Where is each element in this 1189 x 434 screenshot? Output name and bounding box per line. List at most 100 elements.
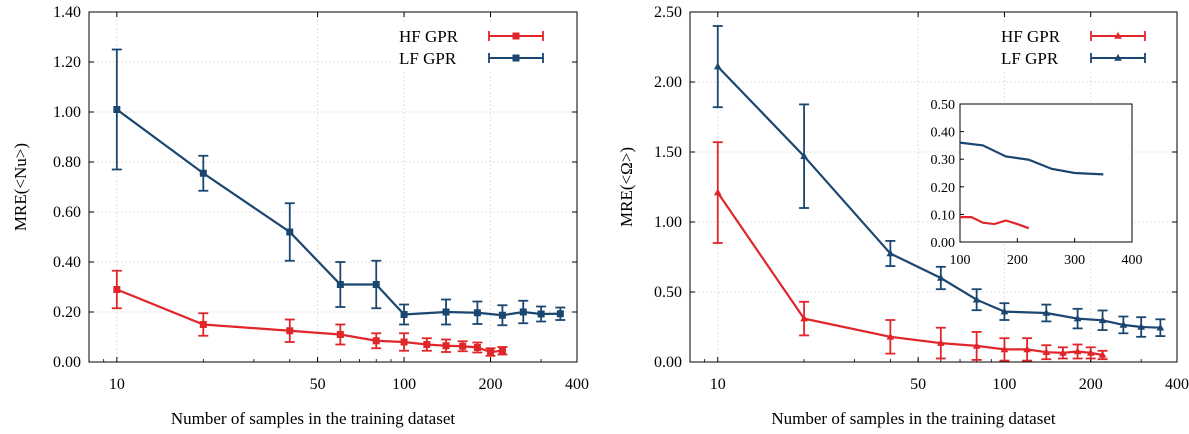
inset-y-tick-label: 0.50 <box>931 98 956 113</box>
x-tick-label: 200 <box>479 376 503 393</box>
inset-x-tick-label: 400 <box>1122 253 1143 268</box>
legend-box <box>995 22 1170 72</box>
data-point <box>713 188 722 196</box>
data-point <box>199 321 207 328</box>
data-point <box>800 152 808 159</box>
data-point <box>113 106 121 113</box>
data-point <box>459 342 467 350</box>
x-axis-label: Number of samples in the training datase… <box>771 409 1055 428</box>
data-point <box>372 337 380 345</box>
y-axis-label: MRE(<Nu>) <box>11 143 30 231</box>
data-point <box>1059 348 1067 356</box>
x-tick-label: 10 <box>710 376 726 393</box>
inset-y-tick-label: 0.30 <box>931 153 956 168</box>
data-point <box>1073 347 1082 355</box>
legend-marker <box>512 32 520 40</box>
y-tick-label: 1.00 <box>654 214 682 231</box>
legend-box <box>393 22 568 72</box>
data-point <box>537 310 545 318</box>
x-axis-label: Number of samples in the training datase… <box>171 409 455 428</box>
data-point <box>473 344 481 351</box>
data-point <box>400 311 408 318</box>
legend-label: HF GPR <box>399 27 459 46</box>
data-point <box>1156 323 1165 331</box>
inset-y-tick-label: 0.40 <box>931 126 956 141</box>
plot-frame <box>88 11 578 363</box>
y-tick-label: 0.00 <box>53 354 81 371</box>
inset-x-tick-label: 200 <box>1007 253 1028 268</box>
inset-y-tick-label: 0.10 <box>931 208 956 223</box>
chart-1: 0.00 0.20 0.40 0.60 0.80 1.00 1.20 1.40 10 50 100 2… <box>11 4 589 428</box>
data-point <box>498 311 506 319</box>
data-point <box>1000 307 1009 315</box>
data-point <box>1042 348 1051 355</box>
data-point <box>972 341 981 349</box>
y-tick-label: 0.80 <box>53 154 81 171</box>
legend: HF GPR LF GPR <box>393 22 568 72</box>
legend-label: LF GPR <box>399 49 457 68</box>
y-tick-label: 0.60 <box>53 204 81 221</box>
data-point <box>423 341 431 348</box>
data-point <box>556 310 564 318</box>
inset-chart: 0.00 0.10 0.20 0.30 0.40 0.50 100 200 300 400 <box>931 98 1143 268</box>
data-point <box>936 273 945 281</box>
data-point <box>1086 348 1095 356</box>
series-line <box>716 65 1161 329</box>
x-tick-label: 10 <box>109 376 125 393</box>
data-point <box>1098 350 1107 358</box>
legend-marker <box>1114 31 1122 39</box>
y-tick-label: 0.50 <box>654 284 682 301</box>
inset-frame <box>959 103 1133 243</box>
data-point <box>1137 322 1146 330</box>
chart-2: 0.00 0.50 1.00 1.50 2.00 2.50 10 50 100 200 400 Num… <box>617 4 1189 428</box>
y-tick-label: 2.50 <box>654 4 682 21</box>
legend-label: LF GPR <box>1001 49 1059 68</box>
y-tick-label: 0.40 <box>53 254 81 271</box>
x-tick-label: 50 <box>910 376 926 393</box>
data-point <box>1119 320 1128 328</box>
series-hf-gpr <box>111 269 508 357</box>
data-point <box>886 332 895 340</box>
y-tick-label: 1.50 <box>654 144 682 161</box>
y-tick-label: 1.00 <box>53 104 81 121</box>
data-point <box>199 169 207 177</box>
y-tick-label: 2.00 <box>654 74 682 91</box>
data-point <box>1098 316 1107 324</box>
series-lf-gpr <box>111 48 566 327</box>
data-point <box>886 249 895 257</box>
x-tick-label: 100 <box>992 376 1016 393</box>
inset-series-line <box>959 141 1104 176</box>
data-point <box>442 308 450 316</box>
data-point <box>372 281 380 288</box>
y-tick-label: 1.20 <box>53 54 81 71</box>
data-point <box>442 342 450 350</box>
data-point <box>473 309 481 317</box>
plot-frame <box>689 11 1178 363</box>
data-point <box>286 327 294 335</box>
data-point <box>286 228 294 236</box>
data-point <box>113 286 121 293</box>
y-tick-label: 0.20 <box>53 304 81 321</box>
data-point <box>713 62 722 70</box>
x-tick-label: 100 <box>392 376 416 393</box>
legend: HF GPR LF GPR <box>995 22 1170 72</box>
x-tick-label: 50 <box>310 376 326 393</box>
data-point <box>1000 345 1009 353</box>
data-point <box>498 347 506 355</box>
data-point <box>1073 314 1082 322</box>
inset-y-tick-label: 0.00 <box>931 236 956 251</box>
inset-x-tick-label: 300 <box>1064 253 1085 268</box>
legend-marker <box>512 54 520 62</box>
series-lf-gpr <box>712 25 1166 338</box>
y-tick-label: 0.00 <box>654 354 682 371</box>
x-tick-label: 400 <box>1165 376 1189 393</box>
x-tick-label: 400 <box>565 376 589 393</box>
inset-series-line <box>960 216 1030 230</box>
data-point <box>1023 345 1031 353</box>
data-point <box>936 338 945 346</box>
legend-marker <box>1114 53 1122 61</box>
data-point <box>972 295 981 303</box>
series-hf-gpr <box>712 141 1108 362</box>
data-point <box>1042 308 1051 316</box>
